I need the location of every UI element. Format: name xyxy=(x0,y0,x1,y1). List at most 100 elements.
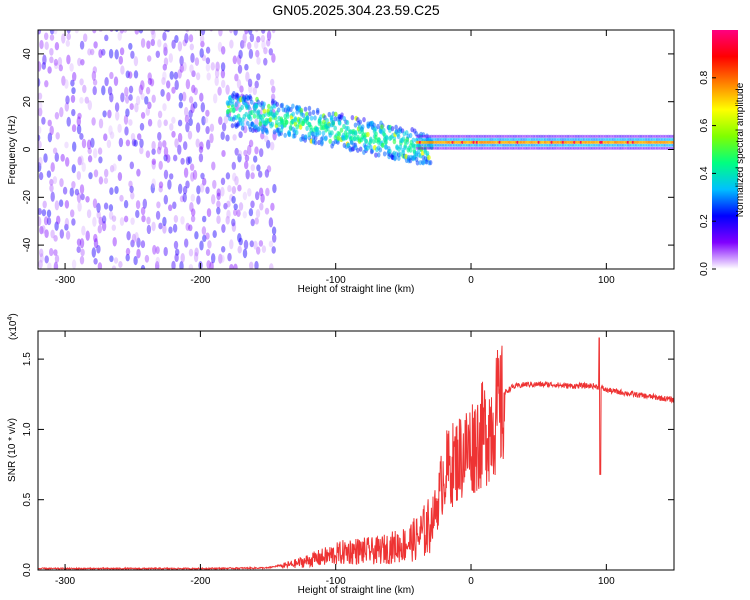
heat-cell xyxy=(369,149,374,155)
heat-cell xyxy=(264,128,269,134)
spectrogram-x-ticks: -300 -200 -100 0 100 xyxy=(55,30,615,286)
heat-cell xyxy=(88,172,93,180)
heat-cell xyxy=(291,103,295,109)
heat-cell xyxy=(140,111,146,119)
heat-cell xyxy=(388,148,392,155)
heat-cell xyxy=(270,141,275,151)
heat-cell xyxy=(125,70,130,79)
heat-cell xyxy=(542,134,545,138)
heat-cell xyxy=(602,143,605,147)
heat-cell xyxy=(145,150,151,158)
heat-cell xyxy=(86,209,92,219)
heat-cell xyxy=(76,246,81,254)
heat-cell xyxy=(599,134,602,138)
heat-cell xyxy=(647,134,651,138)
heat-cell xyxy=(177,144,182,155)
heat-cell xyxy=(163,246,168,257)
heat-cell xyxy=(119,47,125,56)
heat-cell xyxy=(220,177,226,186)
heat-cell xyxy=(138,84,144,95)
heat-cell xyxy=(271,53,276,63)
heat-cell xyxy=(53,30,58,35)
heat-cell xyxy=(582,137,586,142)
heat-cell xyxy=(630,143,633,147)
heat-cell xyxy=(38,162,42,172)
heat-cell xyxy=(66,30,71,34)
heat-cell xyxy=(334,111,338,117)
heat-cell xyxy=(216,192,221,201)
heat-cell xyxy=(182,61,187,72)
heat-cell xyxy=(301,112,306,118)
heat-cell xyxy=(49,178,54,186)
heat-cell xyxy=(256,246,261,255)
heat-cell xyxy=(514,134,518,138)
heat-cell xyxy=(140,206,146,216)
heat-cell xyxy=(256,164,261,172)
heat-cell xyxy=(216,188,221,197)
heat-cell xyxy=(443,134,446,138)
heat-cell xyxy=(47,66,52,74)
heat-cell xyxy=(131,138,137,147)
heat-cell xyxy=(584,134,587,138)
y-tick-label: 0.0 xyxy=(22,563,33,577)
heat-cell xyxy=(81,138,87,149)
heat-cell xyxy=(574,137,578,142)
heat-cell xyxy=(608,134,612,138)
heat-cell xyxy=(235,92,239,98)
heat-cell xyxy=(325,118,329,124)
heat-cell xyxy=(446,143,449,147)
heat-cell xyxy=(423,147,427,153)
heat-cell xyxy=(221,122,227,132)
heat-cell xyxy=(568,137,571,142)
heat-cell xyxy=(97,224,103,234)
heat-cell xyxy=(178,92,184,102)
heat-cell xyxy=(248,94,252,100)
heat-cell xyxy=(565,146,568,150)
heat-cell xyxy=(192,169,198,180)
heat-cell xyxy=(137,133,142,141)
heat-cell xyxy=(146,224,152,235)
spectrogram-y-ticks: 40 20 0 -20 -40 xyxy=(22,48,674,252)
heat-cell xyxy=(72,71,77,82)
heat-cell xyxy=(330,115,334,121)
heat-cell xyxy=(213,93,218,104)
heat-cell xyxy=(602,134,605,138)
heat-cell xyxy=(365,145,370,151)
heat-cell xyxy=(188,264,194,269)
heat-cell xyxy=(392,139,397,145)
heat-cell xyxy=(191,70,196,78)
heat-cell xyxy=(117,171,123,182)
heat-cell xyxy=(331,120,336,126)
heat-cell xyxy=(535,134,539,138)
heat-cell xyxy=(49,125,54,136)
heat-cell xyxy=(229,193,234,202)
heat-cell xyxy=(128,180,133,188)
heat-cell xyxy=(107,109,112,119)
heat-cell xyxy=(79,78,84,86)
heat-cell xyxy=(163,154,168,162)
heat-cell xyxy=(205,57,211,65)
heat-cell xyxy=(237,245,242,254)
heat-cell xyxy=(233,203,238,211)
heat-cell xyxy=(223,115,229,125)
heat-cell xyxy=(587,146,591,150)
heat-cell xyxy=(618,134,622,138)
heat-cell xyxy=(313,115,317,121)
heat-cell xyxy=(420,146,423,150)
heat-cell xyxy=(141,215,146,223)
heat-cell xyxy=(566,134,570,138)
heat-cell xyxy=(315,107,320,113)
heat-cell xyxy=(120,65,125,75)
heat-cell xyxy=(301,133,305,140)
heat-cell xyxy=(597,146,600,150)
heat-cell xyxy=(199,183,205,193)
heat-cell xyxy=(438,137,441,142)
heat-cell xyxy=(540,137,544,142)
heat-cell xyxy=(548,140,552,144)
heat-cell xyxy=(298,124,303,130)
heat-cell xyxy=(422,134,425,138)
heat-cell xyxy=(53,58,59,66)
heat-cell xyxy=(206,208,212,218)
heat-cell xyxy=(271,226,277,235)
heat-cell xyxy=(97,262,103,269)
